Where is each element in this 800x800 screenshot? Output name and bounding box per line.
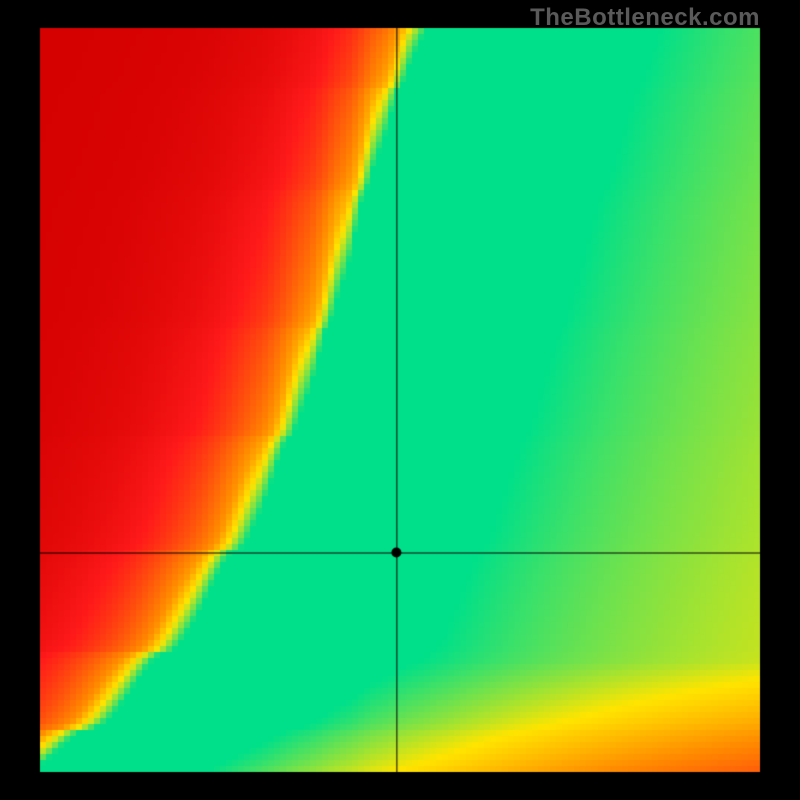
bottleneck-heatmap: TheBottleneck.com — [0, 0, 800, 800]
heatmap-canvas — [0, 0, 800, 800]
watermark-text: TheBottleneck.com — [530, 4, 760, 32]
